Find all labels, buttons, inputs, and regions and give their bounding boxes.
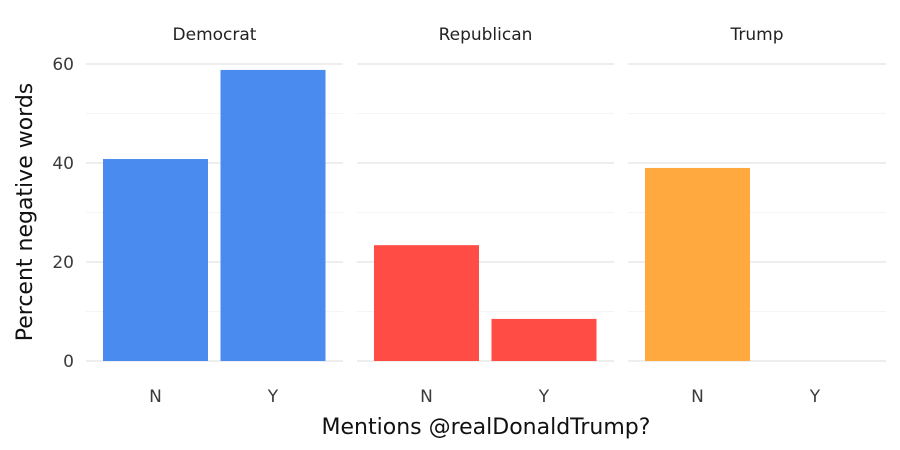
facet-title: Trump (729, 25, 783, 45)
facet-title: Republican (439, 25, 533, 45)
x-tick-label: N (691, 387, 704, 407)
facet-title: Democrat (173, 25, 257, 45)
x-tick-label: N (149, 387, 162, 407)
y-axis-title: Percent negative words (13, 83, 38, 342)
x-tick-label: N (420, 387, 433, 407)
bar-republican-y (492, 319, 597, 361)
bar-democrat-n (103, 159, 208, 361)
y-tick-label: 0 (63, 352, 74, 372)
bar-republican-n (374, 245, 479, 361)
x-tick-label: Y (809, 387, 821, 407)
facet-titles: Democrat Republican Trump (173, 25, 784, 45)
y-axis-ticks: 0 20 40 60 (52, 55, 74, 372)
x-axis-title: Mentions @realDonaldTrump? (322, 415, 651, 440)
y-tick-label: 40 (52, 154, 74, 174)
x-axis-ticks: NYNYNY (149, 387, 821, 407)
y-tick-label: 20 (52, 253, 74, 273)
bar-democrat-y (221, 70, 326, 361)
x-tick-label: Y (267, 387, 279, 407)
x-tick-label: Y (538, 387, 550, 407)
bar-trump-n (645, 168, 750, 361)
y-tick-label: 60 (52, 55, 74, 75)
